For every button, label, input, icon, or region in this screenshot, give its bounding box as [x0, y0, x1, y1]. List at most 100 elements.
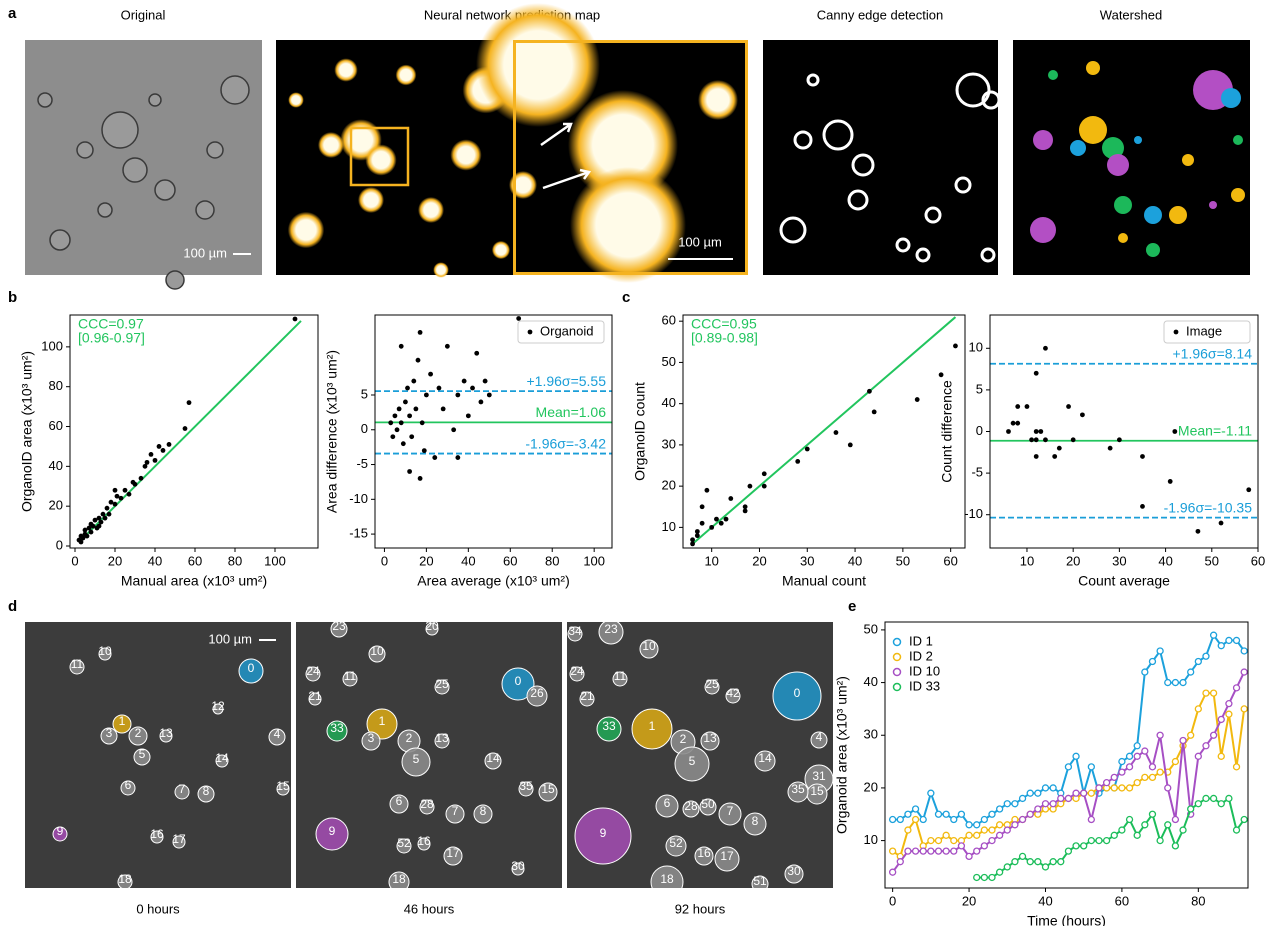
point	[1081, 790, 1087, 796]
organoid-id: 2	[135, 726, 142, 740]
organoid-id: 4	[816, 730, 823, 744]
x-tick-label: 20	[1066, 553, 1080, 568]
point	[1172, 759, 1178, 765]
point	[1195, 801, 1201, 807]
point	[432, 455, 437, 460]
point	[1165, 822, 1171, 828]
point	[161, 448, 166, 453]
y-tick-label: 60	[49, 418, 63, 433]
point	[422, 448, 427, 453]
x-tick-label: 40	[848, 553, 862, 568]
organoid-id: 14	[486, 751, 500, 765]
point	[1226, 711, 1232, 717]
image-title: Canny edge detection	[817, 7, 943, 22]
point	[455, 455, 460, 460]
point	[403, 400, 408, 405]
point	[1172, 843, 1178, 849]
point	[1218, 716, 1224, 722]
organoid-id: 28	[684, 799, 698, 813]
point	[1119, 769, 1125, 775]
point	[451, 427, 456, 432]
point	[748, 484, 753, 489]
image-caption: 0 hours	[136, 901, 180, 916]
organoid-id: 6	[664, 796, 671, 810]
point	[913, 848, 919, 854]
segment	[1033, 130, 1053, 150]
x-tick-label: 60	[1115, 893, 1129, 908]
segment	[1070, 140, 1086, 156]
y-tick-label: -10	[964, 506, 983, 521]
point	[1108, 446, 1113, 451]
point	[690, 541, 695, 546]
annotation: [0.96-0.97]	[78, 330, 145, 346]
point	[1035, 806, 1041, 812]
point	[418, 476, 423, 481]
reference-label: -1.96σ=-10.35	[1164, 499, 1253, 515]
point	[388, 420, 393, 425]
point	[1043, 437, 1048, 442]
y-axis-label: Count difference	[939, 380, 955, 483]
point	[405, 386, 410, 391]
point	[293, 317, 298, 322]
organoid-id: 6	[125, 778, 132, 792]
legend-marker	[894, 639, 901, 646]
x-tick-label: 60	[503, 553, 517, 568]
organoid-id: 33	[602, 719, 616, 733]
point	[1195, 659, 1201, 665]
point	[1211, 690, 1217, 696]
point	[719, 521, 724, 526]
point	[105, 506, 110, 511]
organoid-id: 0	[515, 674, 522, 688]
point	[1020, 817, 1026, 823]
point	[928, 838, 934, 844]
point	[470, 386, 475, 391]
point	[1218, 801, 1224, 807]
point	[872, 410, 877, 415]
organoid-id: 15	[541, 782, 555, 796]
organoid	[155, 180, 175, 200]
organoid-id: 15	[810, 784, 824, 798]
point	[1096, 785, 1102, 791]
legend-label: ID 1	[909, 633, 933, 648]
organoid-id: 20	[425, 619, 439, 633]
point	[897, 859, 903, 865]
point	[1111, 774, 1117, 780]
plot-area	[77, 317, 301, 545]
point	[1015, 421, 1020, 426]
point	[1111, 785, 1117, 791]
organoid-id: 7	[179, 782, 186, 796]
scale-label: 100 µm	[183, 245, 227, 260]
point	[1172, 680, 1178, 686]
point	[1157, 838, 1163, 844]
point	[1073, 790, 1079, 796]
point	[187, 400, 192, 405]
organoid	[77, 142, 93, 158]
point	[915, 397, 920, 402]
y-tick-label: 0	[361, 421, 368, 436]
point	[474, 351, 479, 356]
y-tick-label: 20	[662, 478, 676, 493]
prediction-blob	[433, 262, 449, 278]
point	[1034, 454, 1039, 459]
organoid-id: 21	[580, 689, 594, 703]
point	[1073, 753, 1079, 759]
point	[953, 344, 958, 349]
organoid-id: 0	[248, 661, 255, 675]
chart: 0204060801020304050Time (hours)Organoid …	[834, 621, 1248, 926]
point	[1004, 827, 1010, 833]
point	[1219, 521, 1224, 526]
point	[413, 406, 418, 411]
organoid-id: 10	[642, 639, 656, 653]
image: 3423102411254221033121314453115356285078…	[567, 620, 833, 916]
point	[805, 447, 810, 452]
organoid-id: 8	[203, 784, 210, 798]
y-tick-label: 0	[976, 423, 983, 438]
plot-area	[890, 632, 1248, 880]
point	[113, 488, 118, 493]
organoid-id: 31	[812, 769, 826, 783]
point	[416, 358, 421, 363]
point	[1027, 790, 1033, 796]
point	[943, 832, 949, 838]
segment	[1114, 196, 1132, 214]
organoid	[166, 271, 184, 289]
